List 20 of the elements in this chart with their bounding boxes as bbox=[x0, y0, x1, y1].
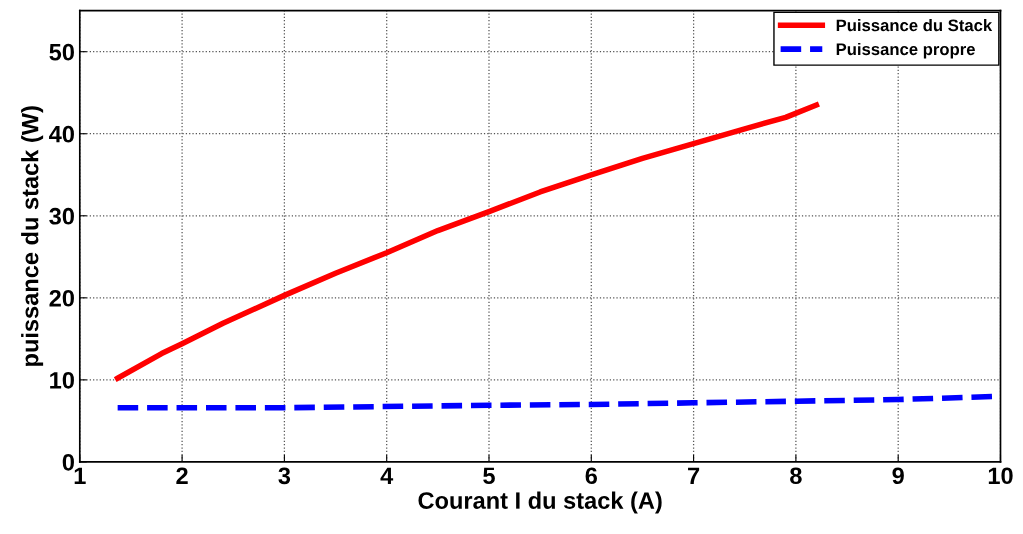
x-tick-label: 10 bbox=[988, 467, 1013, 485]
x-tick-label: 4 bbox=[380, 467, 394, 484]
y-axis-title: puissance du stack (W) bbox=[21, 106, 44, 366]
legend-label: Puissance du Stack bbox=[836, 19, 993, 32]
y-tick-label: 20 bbox=[49, 289, 74, 307]
legend-label: Puissance propre bbox=[836, 42, 975, 59]
x-tick-label: 1 bbox=[74, 467, 86, 484]
x-tick-label: 2 bbox=[176, 467, 188, 484]
x-tick-label: 3 bbox=[278, 467, 291, 485]
x-tick-label: 9 bbox=[892, 467, 904, 485]
x-tick-label: 8 bbox=[790, 467, 802, 485]
y-tick-label: 30 bbox=[49, 207, 74, 225]
y-tick-label: 40 bbox=[49, 125, 74, 143]
x-axis-title: Courant I du stack (A) bbox=[418, 491, 662, 514]
y-tick-label: 50 bbox=[49, 43, 74, 61]
x-tick-label: 5 bbox=[483, 467, 495, 485]
y-tick-label: 10 bbox=[50, 371, 74, 389]
x-tick-label: 6 bbox=[585, 467, 598, 485]
y-tick-label: 0 bbox=[62, 453, 74, 471]
x-tick-label: 7 bbox=[688, 467, 700, 484]
